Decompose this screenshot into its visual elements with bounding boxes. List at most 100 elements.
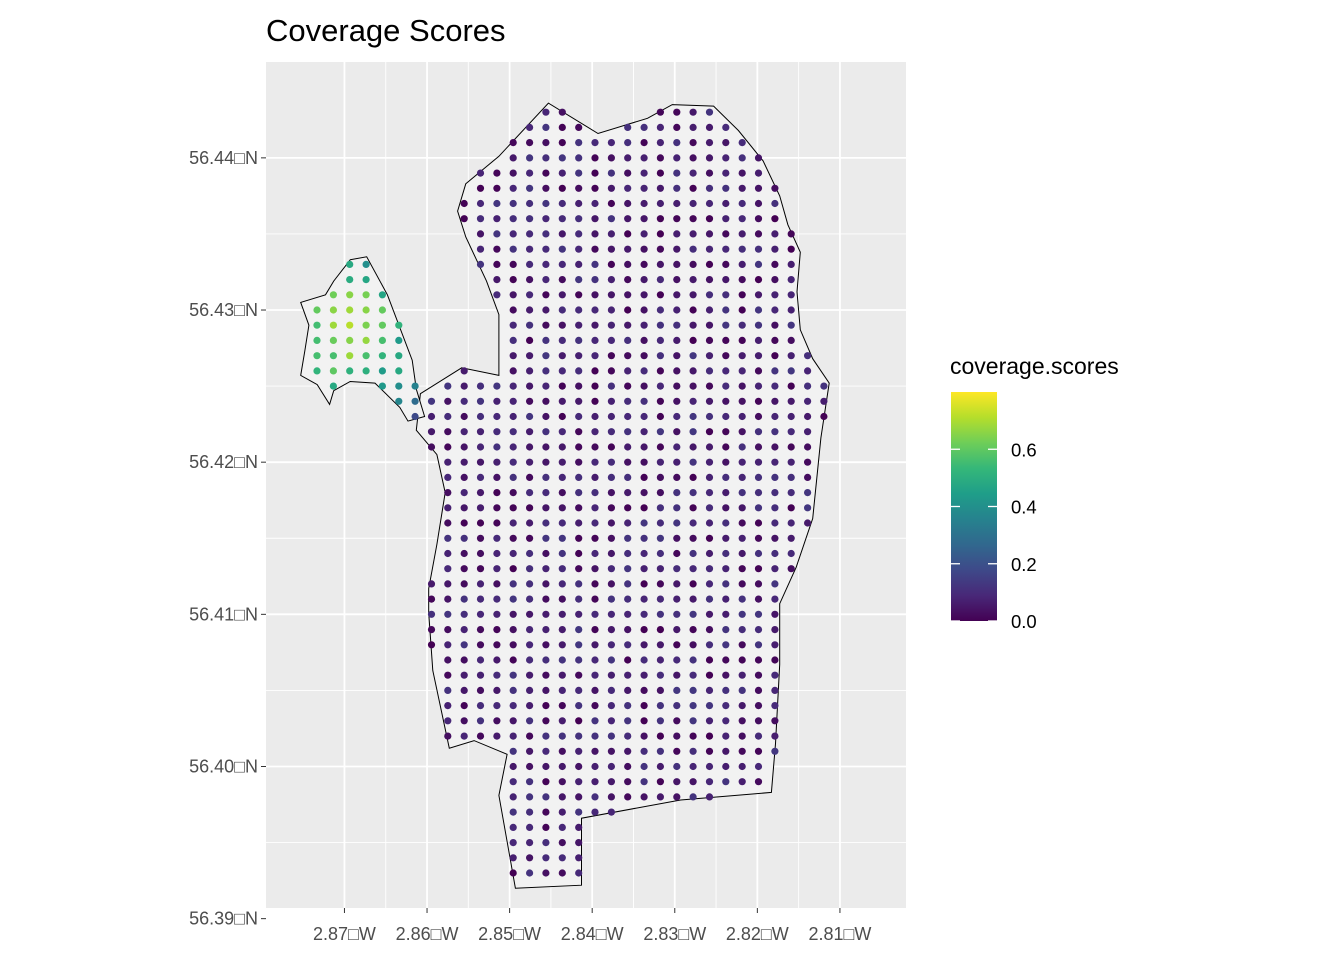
- score-point: [526, 808, 534, 816]
- score-point: [804, 458, 812, 466]
- score-point: [738, 184, 746, 192]
- score-point: [673, 656, 681, 664]
- score-point: [689, 580, 697, 588]
- score-point: [722, 534, 730, 542]
- score-point: [607, 534, 616, 542]
- score-point: [575, 549, 583, 558]
- score-point: [493, 519, 501, 527]
- score-point: [656, 793, 665, 801]
- score-point: [656, 473, 665, 481]
- score-point: [624, 397, 632, 405]
- score-point: [591, 671, 599, 679]
- score-point: [804, 352, 812, 360]
- score-point: [558, 565, 566, 573]
- score-point: [640, 747, 648, 755]
- score-point: [607, 626, 616, 634]
- score-point: [509, 397, 517, 405]
- score-point: [509, 656, 517, 664]
- score-point: [460, 412, 468, 421]
- score-point: [607, 595, 616, 603]
- score-point: [754, 230, 763, 238]
- score-point: [738, 428, 746, 436]
- score-point: [673, 762, 681, 771]
- score-point: [526, 686, 534, 695]
- score-point: [575, 443, 583, 451]
- score-point: [624, 595, 632, 603]
- score-point: [804, 367, 812, 375]
- score-point: [754, 641, 763, 649]
- score-point: [689, 443, 697, 451]
- score-point: [526, 534, 534, 542]
- score-point: [575, 276, 583, 284]
- score-point: [542, 549, 550, 558]
- score-point: [509, 549, 517, 558]
- score-point: [624, 793, 632, 801]
- score-point: [575, 489, 583, 497]
- score-point: [476, 428, 485, 436]
- x-tick-label: 2.87□W: [313, 924, 376, 944]
- score-point: [476, 641, 485, 649]
- score-point: [460, 656, 468, 664]
- score-point: [509, 808, 517, 816]
- score-point: [444, 489, 452, 497]
- score-point: [673, 443, 681, 451]
- score-point: [624, 641, 632, 649]
- score-point: [673, 473, 681, 481]
- score-point: [673, 534, 681, 542]
- score-point: [558, 626, 566, 634]
- score-point: [656, 321, 665, 329]
- score-point: [542, 778, 550, 786]
- score-point: [476, 260, 485, 268]
- score-point: [673, 367, 681, 375]
- score-point: [476, 717, 485, 725]
- score-point: [656, 412, 665, 421]
- score-point: [754, 336, 763, 344]
- score-point: [476, 671, 485, 679]
- score-point: [754, 702, 763, 710]
- score-point: [624, 458, 632, 466]
- score-point: [607, 793, 616, 801]
- score-point: [362, 260, 370, 268]
- score-point: [656, 671, 665, 679]
- score-point: [624, 260, 632, 268]
- score-point: [722, 245, 730, 253]
- score-point: [787, 458, 795, 466]
- score-point: [558, 306, 566, 314]
- score-point: [607, 276, 616, 284]
- score-point: [722, 260, 730, 268]
- score-point: [738, 397, 746, 405]
- score-point: [526, 352, 534, 360]
- score-point: [754, 199, 763, 208]
- score-point: [673, 428, 681, 436]
- score-point: [787, 306, 795, 314]
- score-point: [673, 230, 681, 238]
- score-point: [738, 352, 746, 360]
- score-point: [476, 565, 485, 573]
- score-point: [542, 534, 550, 542]
- score-point: [624, 717, 632, 725]
- score-point: [722, 626, 730, 634]
- score-point: [754, 215, 763, 223]
- score-point: [460, 215, 468, 223]
- score-point: [722, 762, 730, 771]
- score-point: [787, 230, 795, 238]
- score-point: [738, 656, 746, 664]
- score-point: [656, 382, 665, 390]
- score-point: [656, 626, 665, 634]
- score-point: [754, 717, 763, 725]
- score-point: [820, 382, 828, 390]
- score-point: [460, 549, 468, 558]
- score-point: [673, 549, 681, 558]
- score-point: [656, 534, 665, 542]
- score-point: [705, 412, 714, 421]
- score-point: [722, 580, 730, 588]
- score-point: [460, 686, 468, 695]
- y-tick-label: 56.40□N: [189, 756, 258, 776]
- score-point: [575, 534, 583, 542]
- score-point: [656, 747, 665, 755]
- score-point: [624, 762, 632, 771]
- score-point: [542, 260, 550, 268]
- score-point: [771, 595, 779, 603]
- score-point: [787, 473, 795, 481]
- score-point: [754, 458, 763, 466]
